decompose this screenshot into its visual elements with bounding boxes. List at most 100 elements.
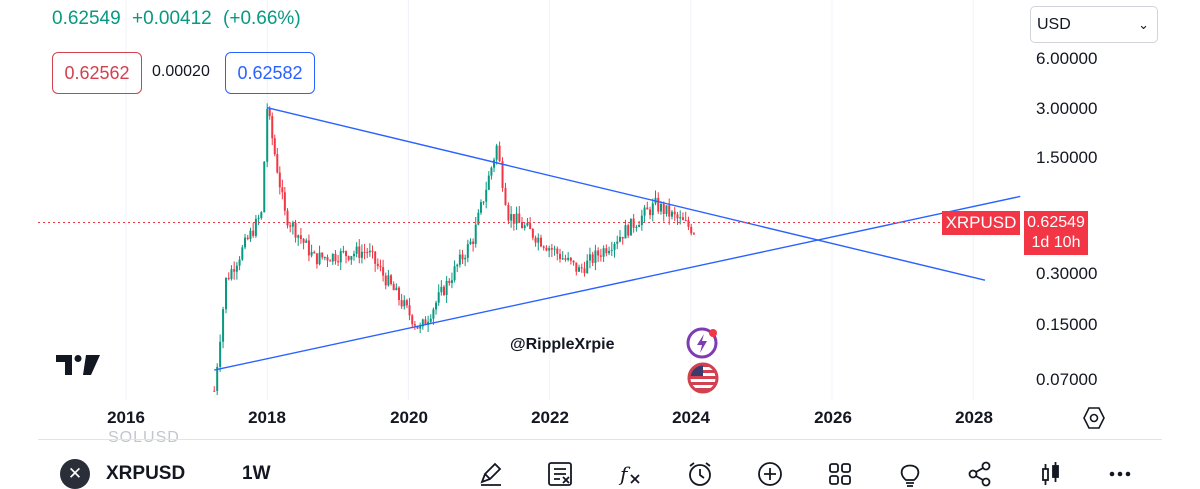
candle-body [616,241,619,244]
candle-body [594,250,597,263]
candle-body [580,267,583,269]
layout-grid-icon[interactable] [823,457,857,489]
currency-select[interactable]: USD ⌄ [1030,6,1158,43]
x-axis-tick: 2026 [814,408,852,427]
candle-body [651,203,654,216]
sell-button[interactable]: 0.62562 [52,52,142,94]
candle-body [659,204,662,212]
candle-body [482,201,485,203]
candle-body [374,251,377,264]
symbol-button[interactable]: XRPUSD [106,463,186,484]
draw-icon[interactable] [474,457,508,489]
candle-body [501,161,504,188]
more-icon[interactable] [1103,457,1137,489]
candle-body [355,246,358,254]
candle-body [474,224,477,244]
candle-body [618,236,621,242]
candle-body [640,215,643,226]
candle-body [360,251,363,258]
candle-body [413,324,416,326]
candle-body [321,252,324,258]
y-axis-tick: 0.15000 [1036,315,1098,334]
us-flag-icon [686,361,720,400]
candle-body [358,246,361,258]
indicators-icon[interactable]: f [613,457,647,489]
trendlines [214,106,1021,371]
buy-button[interactable]: 0.62582 [225,52,315,94]
share-icon[interactable] [963,457,997,489]
chevron-down-icon: ⌄ [1138,16,1149,32]
candle-body [289,225,292,227]
notes-icon[interactable] [543,457,577,489]
candle-body [556,248,559,254]
candle-body [472,241,475,244]
candle-body [342,251,345,253]
candle-body [297,235,300,238]
idea-bulb-icon[interactable] [893,457,927,489]
candle-body [291,222,294,227]
candle-body [376,263,379,267]
candle-body [249,230,252,240]
candle-body [286,210,289,226]
candle-body [605,248,608,254]
candle-body [273,138,276,155]
candle-body [629,218,632,236]
candle-body [681,217,684,221]
candle-body [610,249,613,251]
candle-body [559,253,562,260]
candle-body [690,226,693,234]
candle-body [445,280,448,295]
candle-body [294,222,297,238]
candle-body [246,237,249,240]
symbol-price-tag: XRPUSD [942,211,1020,235]
candle-body [225,277,228,310]
candle-body [437,292,440,303]
add-icon[interactable] [753,457,787,489]
watermark-text: @RippleXrpie [510,336,615,353]
candle-body [347,256,350,260]
candle-body [684,220,687,222]
x-axis-tick: 2020 [390,408,428,427]
candle-body [529,222,532,230]
candle-body [498,145,501,162]
candle-body [448,280,451,284]
candle-body [485,189,488,202]
candle-body [405,300,408,306]
candle-body [305,240,308,243]
alert-clock-icon[interactable] [683,457,717,489]
candle-body [213,390,216,392]
candle-body [315,253,318,265]
close-icon[interactable]: ✕ [60,459,90,489]
candle-body [588,254,591,261]
candle-body [531,229,534,238]
x-axis-tick: 2024 [672,408,710,427]
candle-body [537,237,540,243]
candle-body [624,225,627,239]
candle-body [350,256,353,260]
candle-body [318,252,321,265]
candle-body [487,175,490,190]
candle-body [518,213,521,223]
x-axis-tick: 2022 [531,408,569,427]
interval-button[interactable]: 1W [242,463,271,484]
candle-body [507,204,510,221]
price-summary: 0.62549 +0.00412 (+0.66%) [52,8,307,30]
currency-label: USD [1037,15,1071,33]
settings-hex-icon[interactable] [1082,406,1106,435]
trendline-ascending [214,195,1021,371]
candle-body [244,237,247,248]
last-price-tag: 0.62549 1d 10h [1024,211,1088,255]
y-axis-tick: 3.00000 [1036,99,1098,118]
candle-body [643,207,646,216]
candle-body [352,253,355,257]
candle-body [464,257,467,260]
candles-icon[interactable] [1033,457,1067,489]
candle-body [670,211,673,217]
candle-body [466,244,469,258]
candle-body [442,286,445,295]
candle-body [216,366,219,391]
candle-body [384,275,387,286]
candle-body [400,300,403,307]
candle-body [397,287,400,301]
